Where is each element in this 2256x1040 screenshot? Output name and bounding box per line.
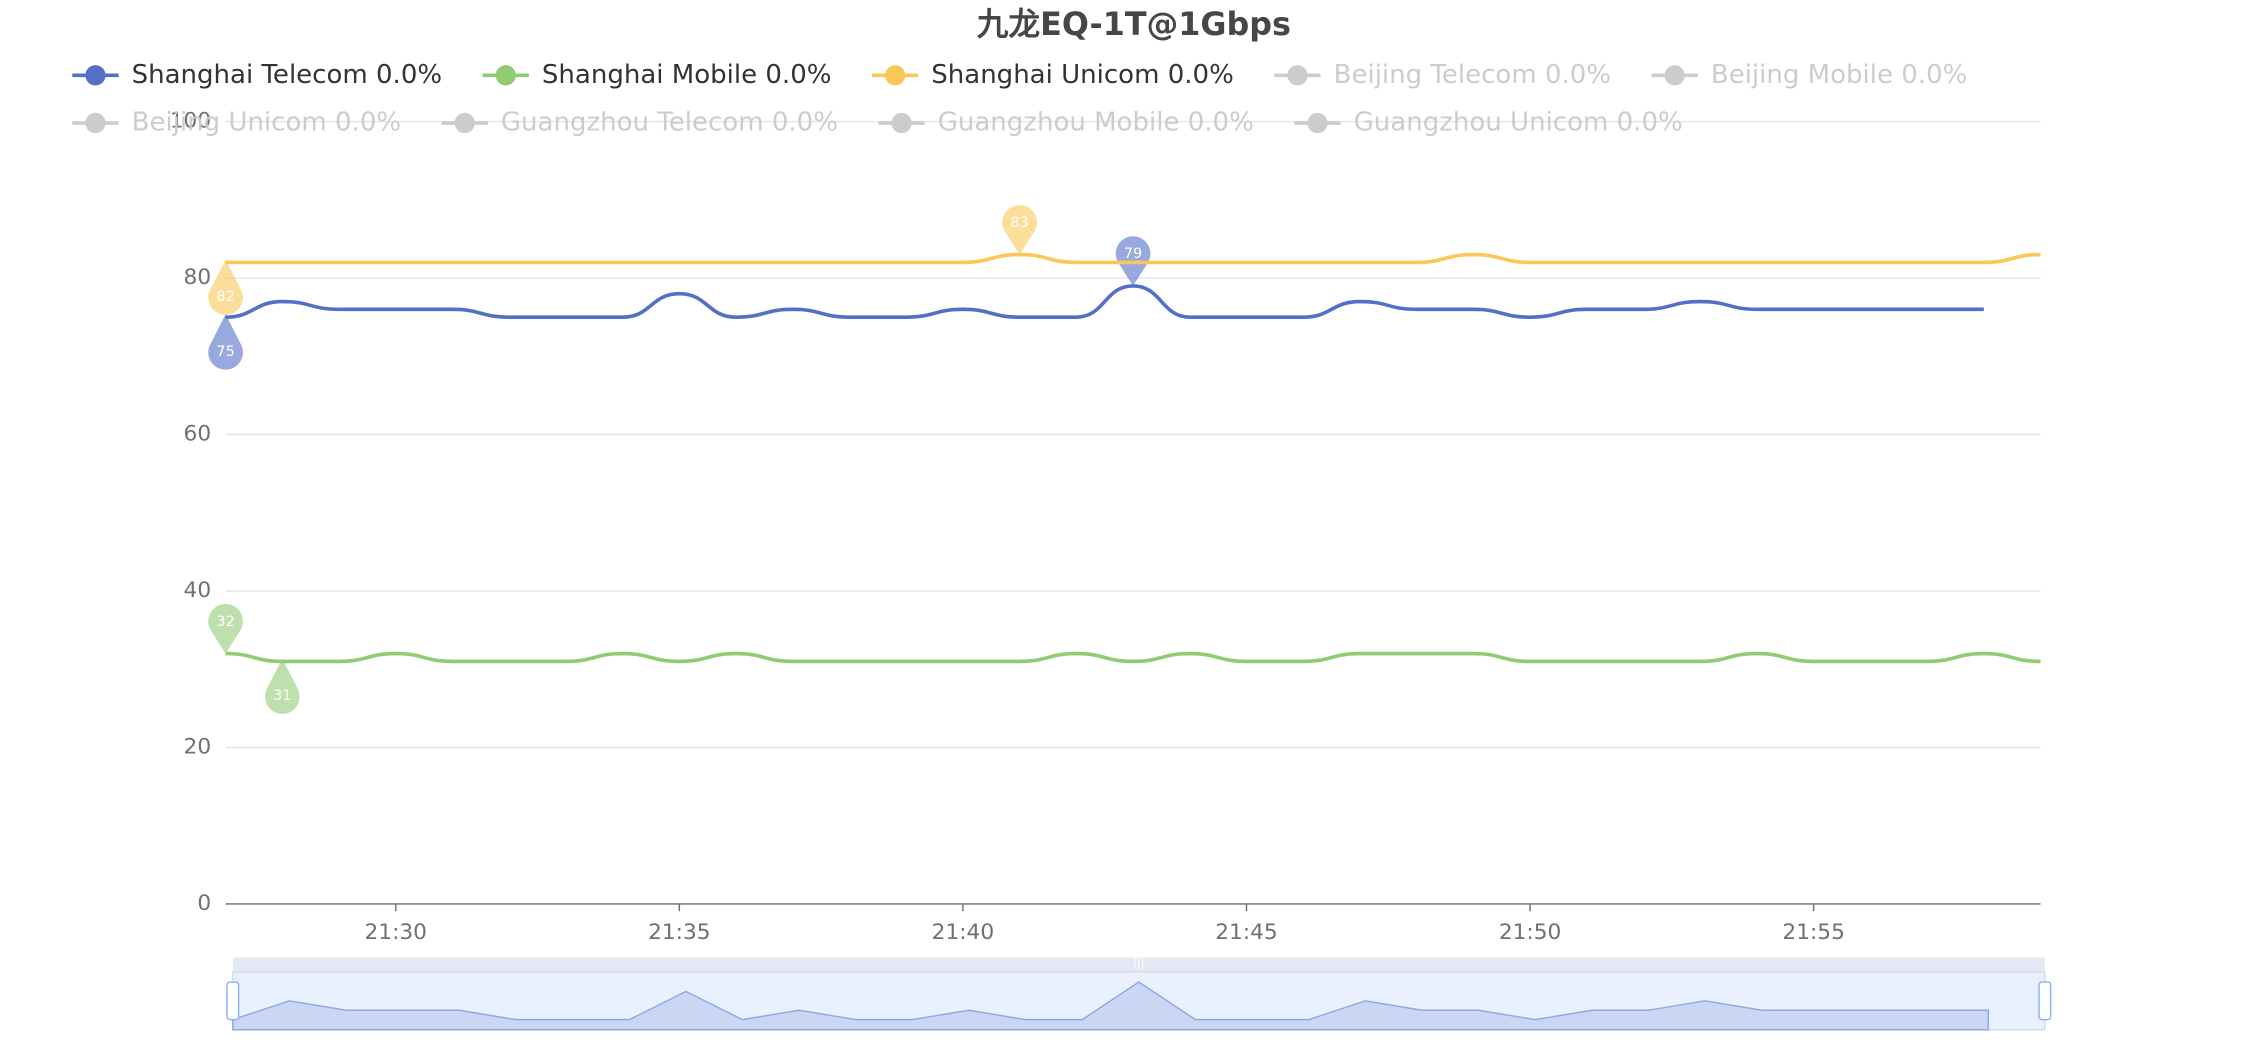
pin-label: 75 [216, 344, 234, 360]
y-tick-label: 40 [184, 578, 212, 603]
legend-item[interactable]: Guangzhou Unicom 0.0% [1294, 108, 1683, 138]
legend-label: Shanghai Unicom 0.0% [931, 60, 1234, 90]
x-tick-label: 21:35 [648, 920, 711, 945]
x-tick-label: 21:40 [932, 920, 995, 945]
series-line [225, 284, 1984, 319]
legend-item[interactable]: Guangzhou Telecom 0.0% [441, 108, 838, 138]
pin-shape [1002, 204, 1037, 255]
x-tick-label: 21:55 [1782, 920, 1845, 945]
marker-pin [1002, 204, 1037, 255]
pin-shape [264, 658, 300, 714]
legend-symbol [884, 65, 906, 86]
marker-pin [208, 603, 243, 654]
x-tick-label: 21:45 [1215, 920, 1278, 945]
legend-item[interactable]: Shanghai Telecom 0.0% [72, 60, 442, 90]
legend-label: Shanghai Mobile 0.0% [542, 60, 832, 90]
zoom-handle[interactable] [2038, 981, 2052, 1021]
zoom-handle[interactable] [226, 981, 240, 1021]
chart-title: 九龙EQ-1T@1Gbps [977, 5, 1291, 43]
marker-pin [208, 314, 243, 370]
legend-item[interactable]: Beijing Unicom 0.0% [72, 108, 401, 138]
legend-symbol [891, 112, 912, 134]
series-line [225, 252, 2041, 265]
legend-symbol [1664, 65, 1685, 86]
legend-label: Beijing Unicom 0.0% [132, 108, 402, 138]
y-tick-label: 0 [197, 891, 211, 916]
x-tick-label: 21:30 [364, 920, 426, 945]
pin-shape [208, 603, 243, 654]
pin-shape [208, 314, 243, 370]
legend-item[interactable]: Beijing Mobile 0.0% [1651, 60, 1968, 90]
zoom-preview [232, 981, 1989, 1031]
pin-label: 32 [216, 614, 234, 630]
zoom-top-bar [232, 957, 2045, 972]
legend-label: Shanghai Telecom 0.0% [132, 60, 443, 90]
pin-label: 79 [1124, 246, 1142, 262]
legend-item[interactable]: Shanghai Mobile 0.0% [482, 60, 832, 90]
series-line [225, 651, 2041, 664]
legend-label: Guangzhou Unicom 0.0% [1354, 108, 1683, 138]
legend-symbol [85, 65, 106, 86]
zoom-grip: ||| [1133, 956, 1145, 970]
y-tick-label: 60 [184, 422, 212, 447]
legend-label: Guangzhou Telecom 0.0% [501, 108, 838, 138]
pin-label: 82 [216, 289, 234, 305]
legend-item[interactable]: Guangzhou Mobile 0.0% [878, 108, 1254, 138]
legend-symbol [85, 112, 106, 134]
legend-symbol [1307, 112, 1328, 134]
legend-item[interactable]: Shanghai Unicom 0.0% [871, 60, 1234, 90]
pin-label: 83 [1010, 215, 1028, 231]
y-tick-label: 80 [184, 265, 212, 290]
marker-pin [208, 259, 243, 315]
y-tick-label: 20 [184, 734, 212, 759]
pin-label: 31 [273, 688, 291, 704]
legend-symbol [495, 65, 516, 86]
legend-label: Guangzhou Mobile 0.0% [938, 108, 1254, 138]
legend-symbol [454, 112, 475, 134]
y-tick-label: 100 [170, 109, 211, 134]
pin-shape [208, 259, 243, 315]
legend-label: Beijing Mobile 0.0% [1711, 60, 1968, 90]
legend-symbol [1287, 65, 1308, 86]
legend-label: Beijing Telecom 0.0% [1334, 60, 1611, 90]
x-tick-label: 21:50 [1499, 920, 1562, 945]
marker-pin [264, 658, 300, 714]
legend-item[interactable]: Beijing Telecom 0.0% [1274, 60, 1611, 90]
